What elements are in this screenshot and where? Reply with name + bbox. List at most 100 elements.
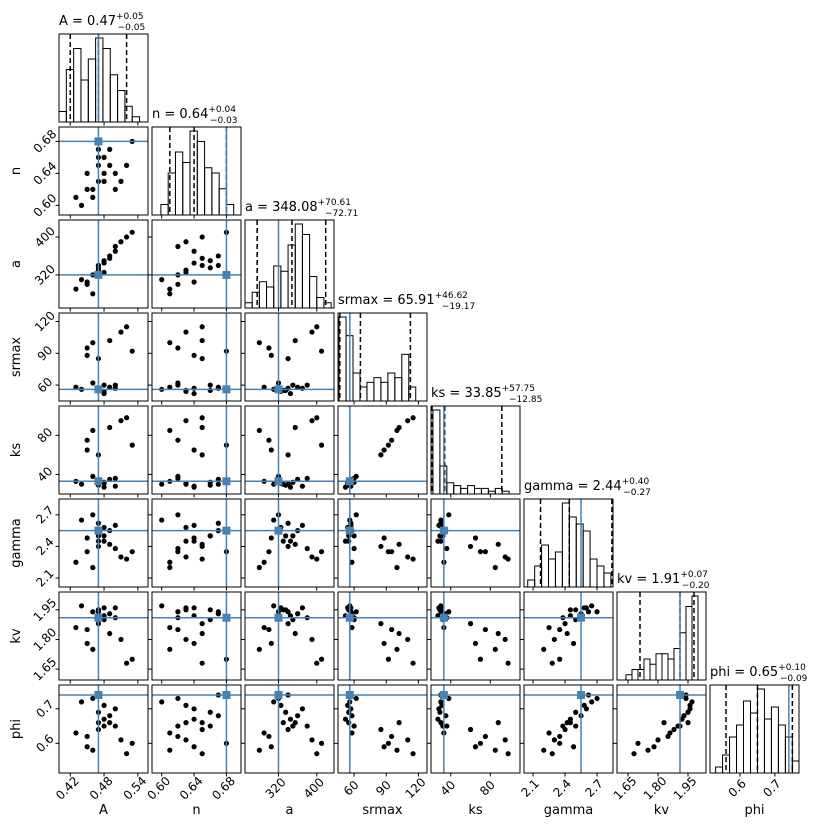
sample-point <box>112 522 118 528</box>
sample-point <box>84 279 90 285</box>
panel-title: phi = 0.65+0.10 −0.09 <box>710 663 808 684</box>
hist-bin <box>667 658 675 680</box>
y-tick-label: 0.60 <box>31 191 60 220</box>
y-tick-label: 1.65 <box>31 655 60 684</box>
sample-point <box>183 269 189 276</box>
sample-point <box>183 524 189 531</box>
sample-point <box>90 194 96 200</box>
sample-point <box>435 716 441 722</box>
hist-bin <box>575 523 584 587</box>
hist-bin <box>474 487 482 494</box>
sample-point <box>283 709 289 715</box>
sample-point <box>292 337 298 344</box>
panel-frame <box>244 219 335 309</box>
sample-point <box>551 636 557 643</box>
x-axis-label: ks <box>468 803 483 818</box>
sample-point <box>309 329 315 335</box>
panel-content <box>152 592 241 680</box>
sample-point <box>78 202 85 208</box>
sample-point <box>266 549 272 555</box>
sample-point <box>123 234 130 240</box>
panel-content <box>338 406 427 494</box>
panel-frame <box>430 684 521 774</box>
y-axis-label: gamma <box>9 518 24 568</box>
sample-point <box>285 609 291 615</box>
sample-point <box>183 329 189 335</box>
sample-point <box>405 737 411 743</box>
y-axis-label: srmax <box>9 337 24 378</box>
sample-point <box>304 382 310 388</box>
sample-point <box>199 337 205 344</box>
sample-point <box>112 483 118 489</box>
truth-marker <box>577 613 586 622</box>
sample-point <box>287 538 294 544</box>
sample-point <box>562 621 568 627</box>
sample-point <box>175 475 181 481</box>
sample-point <box>199 751 205 757</box>
sample-point <box>215 609 221 615</box>
panel-frame <box>58 684 149 774</box>
panel-content <box>245 406 334 494</box>
y-axis-label: kv <box>9 628 24 644</box>
sample-point <box>107 720 113 726</box>
hist-bin <box>643 658 651 680</box>
sample-point <box>314 660 320 666</box>
sample-point <box>191 706 197 712</box>
truth-marker <box>94 613 103 622</box>
panel <box>520 591 614 684</box>
sample-point <box>207 258 213 264</box>
truth-marker <box>439 691 448 700</box>
sample-point <box>107 630 113 637</box>
sample-point <box>159 277 165 283</box>
title-main: A = 0.47 <box>59 14 116 29</box>
hist-bin <box>679 632 687 680</box>
sample-point <box>353 695 359 702</box>
panel-frame <box>58 498 149 588</box>
x-axis-label: phi <box>744 803 764 818</box>
sample-point <box>299 605 306 611</box>
sample-point <box>191 447 197 453</box>
sample-point <box>90 564 96 571</box>
sample-point <box>410 556 416 562</box>
truth-marker <box>222 270 231 279</box>
sample-point <box>278 605 284 611</box>
sample-point <box>167 384 173 390</box>
hist-bin <box>631 669 639 680</box>
sample-point <box>396 541 402 547</box>
sample-point <box>589 699 595 705</box>
panel-content <box>245 499 334 587</box>
x-axis-label: n <box>192 803 200 818</box>
sample-point <box>573 723 579 729</box>
sample-point <box>167 747 173 753</box>
sample-point <box>549 751 555 757</box>
sample-point <box>199 452 205 458</box>
y-tick-label: 1.80 <box>31 625 60 654</box>
panel-title: A = 0.47+0.05 −0.05 <box>59 12 145 33</box>
panel-title: gamma = 2.44+0.40 −0.27 <box>524 477 651 498</box>
panel: kv = 1.91+0.07 −0.20 <box>616 570 710 684</box>
sample-point <box>405 418 411 424</box>
sample-point <box>381 535 387 541</box>
x-axis-label: gamma <box>544 803 594 818</box>
hist-bin <box>603 572 612 587</box>
panel-frame <box>430 405 521 495</box>
sample-point <box>215 713 221 719</box>
sample-point <box>271 603 277 609</box>
sample-point <box>635 740 641 746</box>
sample-point <box>564 630 570 637</box>
panel <box>241 498 335 591</box>
panel-frame <box>244 312 335 402</box>
sample-point <box>191 522 197 528</box>
sample-point <box>309 737 315 743</box>
panel-content <box>152 406 241 494</box>
sample-point <box>541 646 547 652</box>
sample-point <box>199 660 205 666</box>
sample-point <box>492 747 498 753</box>
sample-point <box>567 607 573 613</box>
title-plus: +57.75 <box>502 384 535 394</box>
sample-point <box>191 352 197 359</box>
sample-point <box>435 538 441 544</box>
sample-point <box>655 737 661 743</box>
y-tick-label: 0.6 <box>33 732 56 755</box>
sample-point <box>118 178 124 184</box>
